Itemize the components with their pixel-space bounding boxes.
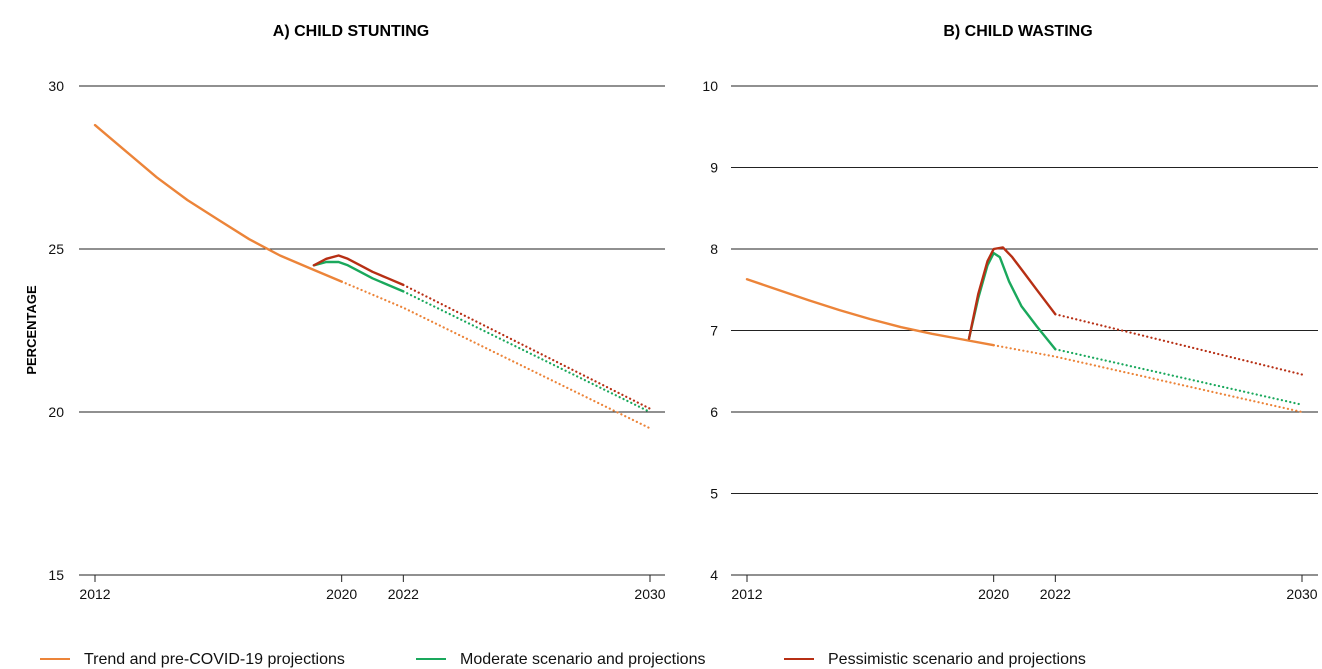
legend-label-moderate: Moderate scenario and projections xyxy=(460,651,706,668)
panel-a-series-moderate-dotted-line xyxy=(402,290,652,414)
panel-b-series-pessimistic-solid-line xyxy=(967,246,1057,340)
legend-label-trend: Trend and pre-COVID-19 projections xyxy=(84,651,345,668)
panel-b-series-trend-dotted-line xyxy=(992,344,1304,414)
panel-b-x-tick-label: 2022 xyxy=(1040,586,1071,602)
panel-b-y-tick-label: 7 xyxy=(710,323,718,339)
panel-a-series-trend-solid-line xyxy=(93,123,343,283)
panel-a: A) CHILD STUNTING 15 20 25 30 2012 2020 2022 20… xyxy=(48,23,665,602)
legend-label-pessimistic: Pessimistic scenario and projections xyxy=(828,651,1086,668)
panel-a-x-tick-label: 2012 xyxy=(79,586,110,602)
panel-b-x-tick-label: 2020 xyxy=(978,586,1009,602)
panel-b-title: B) CHILD WASTING xyxy=(943,23,1092,40)
panel-b: B) CHILD WASTING 4 5 6 7 8 9 10 2012 2020 2022 203… xyxy=(702,23,1318,602)
legend-swatch-moderate xyxy=(416,657,446,660)
legend-item-moderate: Moderate scenario and projections xyxy=(416,650,705,669)
chart-figure: A) CHILD STUNTING 15 20 25 30 2012 2020 2022 20… xyxy=(24,23,1318,602)
panel-b-y-tick-label: 10 xyxy=(702,78,718,94)
legend-swatch-trend xyxy=(40,657,70,660)
panel-a-title: A) CHILD STUNTING xyxy=(273,23,429,40)
panel-a-y-tick-label: 30 xyxy=(48,78,64,94)
panel-b-y-tick-label: 4 xyxy=(710,567,718,583)
panel-a-y-tick-label: 20 xyxy=(48,404,64,420)
panel-b-y-tick-label: 9 xyxy=(710,160,718,176)
panel-a-y-tick-label: 25 xyxy=(48,241,64,257)
panel-a-x-tick-label: 2022 xyxy=(388,586,419,602)
panel-b-x-tick-label: 2030 xyxy=(1286,586,1317,602)
panel-b-x-tick-label: 2012 xyxy=(731,586,762,602)
panel-a-series-pessimistic-dotted-line xyxy=(402,283,652,410)
panel-a-x-tick-label: 2030 xyxy=(634,586,665,602)
y-axis-label: PERCENTAGE xyxy=(24,285,39,375)
legend: Trend and pre-COVID-19 projections Moder… xyxy=(40,650,1310,669)
panel-b-y-tick-label: 6 xyxy=(710,404,718,420)
panel-a-y-tick-label: 15 xyxy=(48,567,64,583)
panel-a-series-pessimistic-solid-line xyxy=(312,254,405,287)
legend-swatch-pessimistic xyxy=(784,657,814,660)
panel-b-y-tick-label: 5 xyxy=(710,486,718,502)
legend-item-pessimistic: Pessimistic scenario and projections xyxy=(784,650,1086,669)
panel-b-series-moderate-dotted-line xyxy=(1054,348,1304,406)
panel-a-series-moderate-solid-line xyxy=(312,260,405,293)
legend-item-trend: Trend and pre-COVID-19 projections xyxy=(40,650,345,669)
panel-b-series-moderate-solid-line xyxy=(967,251,1057,351)
panel-b-series-trend-solid-line xyxy=(745,278,995,347)
panel-a-x-tick-label: 2020 xyxy=(326,586,357,602)
panel-a-series-trend-dotted-line xyxy=(340,280,652,430)
panel-b-series-pessimistic-dotted-line xyxy=(1054,313,1304,376)
panel-b-y-tick-label: 8 xyxy=(710,241,718,257)
